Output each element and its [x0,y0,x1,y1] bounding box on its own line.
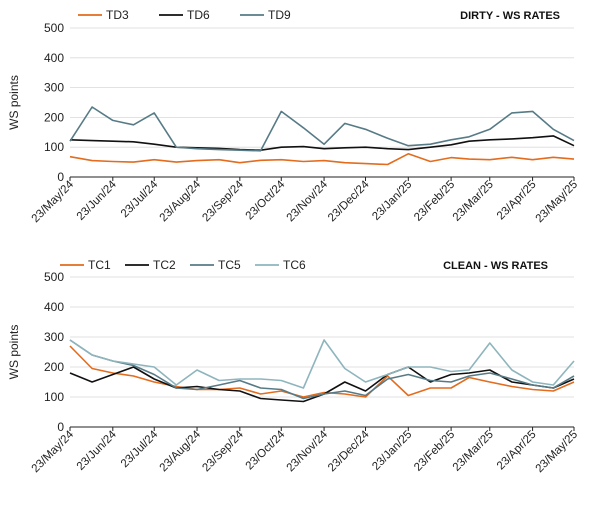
x-tick-label: 23/Mar/25 [451,179,496,224]
y-tick-label: 500 [44,270,64,284]
x-tick-label: 23/May/25 [534,429,580,475]
legend-label-tc1: TC1 [88,258,111,272]
legend-label-td9: TD9 [268,8,291,22]
x-tick-label: 23/Jan/25 [370,429,414,473]
x-tick-label: 23/Jul/24 [119,428,161,470]
series-line-tc1 [69,345,575,398]
y-tick-label: 0 [57,420,64,434]
x-tick-label: 23/May/24 [30,428,77,475]
x-tick-label: 23/May/25 [534,179,580,225]
x-tick-label: 23/Jan/25 [370,179,414,223]
x-tick-label: 23/Aug/24 [158,178,204,224]
x-tick-label: 23/Feb/25 [412,429,457,474]
x-tick-label: 23/Mar/25 [451,429,496,474]
y-tick-label: 200 [44,360,64,374]
x-tick-label: 23/May/24 [30,178,77,225]
y-tick-label: 100 [44,140,64,154]
y-tick-label: 100 [44,390,64,404]
y-tick-label: 400 [44,300,64,314]
x-tick-label: 23/Aug/24 [158,428,204,474]
y-tick-label: 300 [44,330,64,344]
x-tick-label: 23/Oct/24 [244,178,288,222]
series-line-tc5 [69,339,575,400]
series-line-td3 [69,153,575,166]
series-line-tc6 [69,339,575,389]
x-tick-label: 23/Jul/24 [119,178,161,220]
x-tick-label: 23/Jun/24 [75,178,120,223]
y-tick-label: 500 [44,21,64,35]
x-tick-label: 23/Sep/24 [200,178,246,224]
series-line-td9 [69,106,575,152]
x-tick-label: 23/Sep/24 [200,428,246,474]
x-tick-label: 23/Oct/24 [244,428,288,472]
x-tick-label: 23/Jun/24 [75,428,120,473]
y-tick-label: 300 [44,81,64,95]
x-tick-label: 23/Feb/25 [412,179,457,224]
legend-label-td3: TD3 [106,8,129,22]
y-axis-label: WS points [7,325,21,380]
y-axis-label: WS points [7,75,21,130]
legend-label-td6: TD6 [187,8,210,22]
legend-label-tc5: TC5 [218,258,241,272]
y-tick-label: 0 [57,170,64,184]
y-tick-label: 400 [44,51,64,65]
x-tick-label: 23/Nov/24 [285,428,331,474]
chart-title: DIRTY - WS RATES [460,10,560,22]
x-tick-label: 23/Nov/24 [285,178,331,224]
x-tick-label: 23/Apr/25 [495,179,539,223]
legend-label-tc2: TC2 [153,258,176,272]
chart-title: CLEAN - WS RATES [443,260,548,272]
y-tick-label: 200 [44,110,64,124]
series-line-td6 [69,135,575,151]
x-tick-label: 23/Apr/25 [495,429,539,473]
x-tick-label: 23/Dec/24 [326,178,372,224]
x-tick-label: 23/Dec/24 [326,428,372,474]
legend-label-tc6: TC6 [283,258,306,272]
